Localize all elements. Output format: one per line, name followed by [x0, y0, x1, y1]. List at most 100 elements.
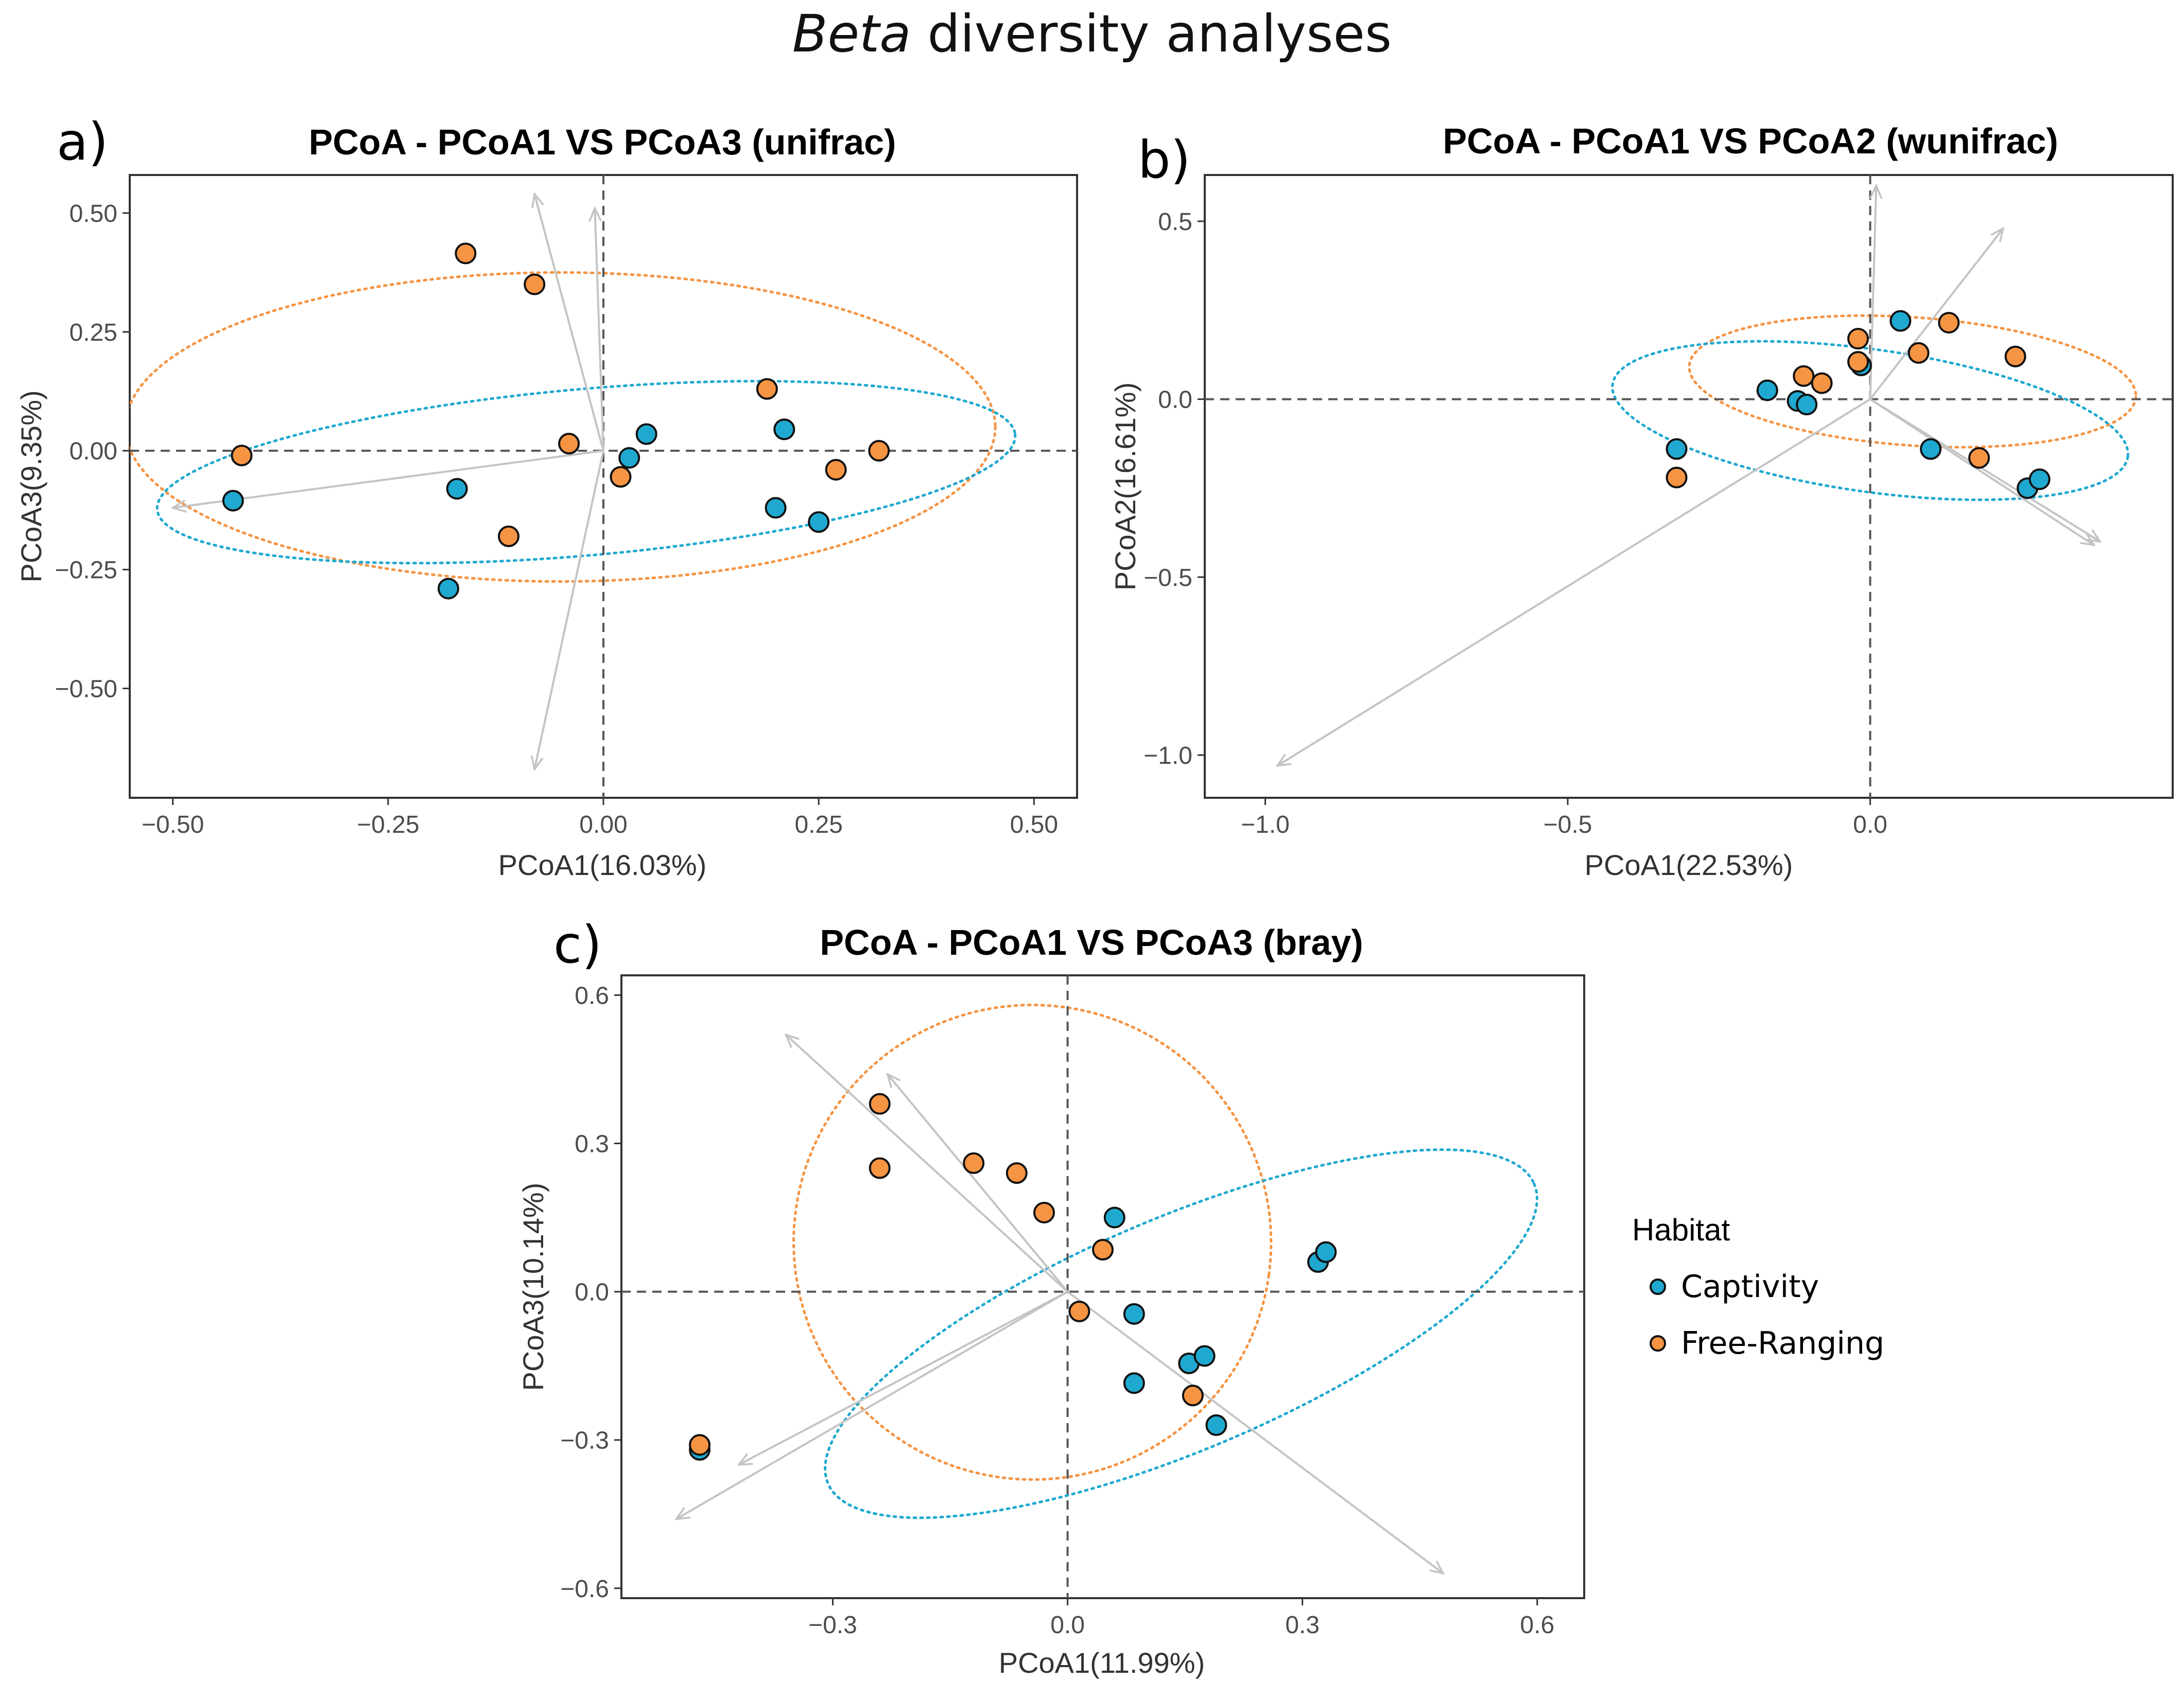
- panel-a-ytick-label-1: −0.25: [55, 557, 117, 584]
- panel-b-ytick-label-3: 0.5: [1158, 208, 1192, 236]
- panel-c-ytick-label-1: −0.3: [560, 1427, 609, 1455]
- panel-a-point-captivity-7: [808, 511, 830, 533]
- panel-a-point-free-ranging-8: [868, 440, 890, 462]
- legend-label-captivity: Captivity: [1681, 1269, 1819, 1305]
- panel-a-xtick-label-2: 0.00: [579, 811, 627, 838]
- panel-b-point-free-ranging-2: [1811, 372, 1833, 394]
- panel-a-ytick-label-2: 0.00: [70, 438, 117, 465]
- panel-b-point-captivity-6: [1920, 438, 1942, 460]
- panel-b-ytick-label-1: −0.5: [1143, 564, 1192, 591]
- panel-b-point-captivity-8: [2029, 468, 2051, 491]
- panel-a-point-free-ranging-2: [524, 273, 546, 295]
- panel-c-ellipse-captivity: [824, 1148, 1538, 1519]
- panel-c-xlabel: PCoA1(11.99%): [999, 1647, 1205, 1679]
- panel-c-point-free-ranging-8: [1182, 1385, 1204, 1407]
- panel-a-ylabel: PCoA3(9.35%): [15, 390, 47, 583]
- panel-c-arrow-3: [676, 1290, 1068, 1519]
- figure-title-italic: Beta: [792, 4, 911, 64]
- panel-a: a) PCoA - PCoA1 VS PCoA3 (unifrac) −0.50…: [15, 112, 1078, 881]
- panel-a-point-free-ranging-6: [756, 378, 778, 400]
- panel-c: c) PCoA - PCoA1 VS PCoA3 (bray) −0.3 0.0 0…: [517, 915, 1585, 1679]
- panel-a-point-free-ranging-4: [498, 525, 519, 547]
- panel-b: b) PCoA - PCoA1 VS PCoA2 (wunifrac) −1.0…: [1109, 121, 2174, 881]
- panel-b-point-captivity-0: [1666, 438, 1688, 460]
- panel-b-ytick-label-2: 0.0: [1158, 387, 1192, 414]
- panel-a-arrow-2: [595, 208, 604, 451]
- panel-c-ylabel: PCoA3(10.14%): [517, 1183, 549, 1391]
- panel-c-point-captivity-8: [1315, 1241, 1337, 1263]
- panel-a-point-captivity-3: [618, 447, 640, 469]
- panel-c-point-free-ranging-1: [869, 1093, 891, 1115]
- panel-a-arrow-3: [534, 450, 604, 769]
- panel-b-arrow-1: [1869, 229, 2004, 400]
- panel-b-point-free-ranging-1: [1793, 365, 1815, 387]
- panel-b-point-free-ranging-4: [1847, 351, 1869, 373]
- panel-b-xlabel: PCoA1(22.53%): [1585, 849, 1793, 881]
- panel-c-point-free-ranging-6: [1068, 1301, 1090, 1323]
- panel-a-arrow-1: [534, 194, 604, 451]
- legend: Habitat Captivity Free-Ranging: [1632, 1213, 1884, 1361]
- panel-b-title: PCoA - PCoA1 VS PCoA2 (wunifrac): [1443, 121, 2058, 161]
- panel-c-arrow-2: [739, 1290, 1068, 1465]
- panel-b-xtick-label-1: −0.5: [1544, 811, 1592, 838]
- panel-b-point-free-ranging-7: [1968, 447, 1990, 469]
- panel-c-point-captivity-2: [1123, 1303, 1145, 1325]
- panel-b-point-free-ranging-8: [2004, 345, 2026, 367]
- panel-a-point-captivity-2: [437, 577, 459, 600]
- panel-c-xtick-label-2: 0.3: [1285, 1612, 1320, 1639]
- panel-a-point-captivity-6: [765, 497, 787, 519]
- panel-b-point-captivity-5: [1890, 310, 1912, 332]
- legend-swatch-free-ranging: [1650, 1335, 1666, 1352]
- panel-c-xtick-label-3: 0.6: [1520, 1612, 1554, 1639]
- panel-b-ylabel: PCoA2(16.61%): [1109, 382, 1141, 591]
- panel-b-arrow-3: [1869, 398, 2101, 542]
- panel-b-point-captivity-3: [1796, 393, 1818, 415]
- panel-c-point-free-ranging-3: [963, 1152, 985, 1174]
- panel-a-xlabel: PCoA1(16.03%): [498, 849, 707, 881]
- panel-a-xtick-label-0: −0.50: [142, 811, 204, 838]
- panel-a-point-captivity-0: [222, 489, 244, 512]
- panel-b-letter: b): [1138, 130, 1191, 190]
- panel-a-point-captivity-1: [446, 478, 468, 500]
- panel-c-letter: c): [553, 915, 602, 975]
- legend-label-free-ranging: Free-Ranging: [1681, 1325, 1884, 1361]
- panel-a-ytick-label-4: 0.50: [70, 200, 117, 227]
- panel-b-point-captivity-1: [1756, 379, 1778, 401]
- panel-b-point-free-ranging-6: [1938, 311, 1960, 334]
- panel-c-point-captivity-3: [1123, 1372, 1145, 1394]
- panel-a-point-free-ranging-7: [825, 459, 847, 481]
- panel-c-xtick-label-0: −0.3: [808, 1612, 857, 1639]
- panel-b-xtick-label-0: −1.0: [1241, 811, 1290, 838]
- panel-a-arrow-0: [173, 449, 604, 508]
- panel-a-ytick-label-0: −0.50: [55, 676, 117, 703]
- panel-c-point-free-ranging-2: [869, 1157, 891, 1179]
- panel-a-xtick-label-4: 0.50: [1010, 811, 1058, 838]
- panel-a-point-free-ranging-0: [231, 444, 253, 466]
- panel-c-xtick-label-1: 0.0: [1050, 1612, 1085, 1639]
- legend-swatch-captivity: [1650, 1279, 1666, 1295]
- panel-a-xtick-label-1: −0.25: [357, 811, 419, 838]
- panel-a-point-free-ranging-5: [610, 466, 632, 488]
- panel-c-ytick-label-0: −0.6: [560, 1576, 609, 1603]
- panel-b-ellipse-captivity: [1611, 340, 2129, 501]
- panel-b-ellipse-free-ranging: [1688, 314, 2138, 449]
- legend-title: Habitat: [1632, 1213, 1730, 1247]
- panel-a-plot-content: −0.50 −0.25 0.00 0.25 0.50 −0.50 −0.25 0.00 0.25…: [55, 175, 1077, 838]
- panel-c-arrow-1: [888, 1074, 1069, 1292]
- panel-b-plot-frame: [1204, 174, 2174, 799]
- panel-a-xtick-label-3: 0.25: [794, 811, 842, 838]
- panel-a-title: PCoA - PCoA1 VS PCoA3 (unifrac): [309, 122, 896, 162]
- panel-c-point-captivity-1: [1103, 1206, 1125, 1229]
- panel-a-plot-area: [130, 175, 1077, 798]
- panel-b-plot-content: −1.0 −0.5 0.0 −1.0 −0.5 0.0 0.5: [1143, 175, 2173, 838]
- panel-b-point-free-ranging-3: [1847, 328, 1869, 350]
- panel-c-arrow-0: [786, 1035, 1068, 1293]
- panel-a-point-free-ranging-3: [558, 432, 580, 454]
- panel-c-point-free-ranging-5: [1033, 1201, 1055, 1223]
- panel-c-ytick-label-3: 0.3: [575, 1131, 609, 1158]
- panel-c-plot-frame: [620, 974, 1585, 1599]
- panel-a-ellipse-free-ranging: [130, 271, 997, 583]
- panel-c-title: PCoA - PCoA1 VS PCoA3 (bray): [820, 922, 1363, 962]
- panel-c-point-free-ranging-0: [689, 1434, 711, 1456]
